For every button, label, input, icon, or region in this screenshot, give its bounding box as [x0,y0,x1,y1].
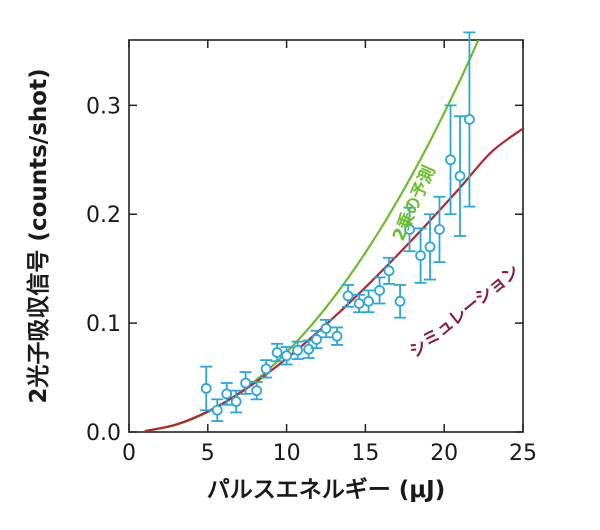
data-point [454,170,466,182]
x-tick-label: 0 [122,441,136,466]
x-tick-label: 10 [273,441,301,466]
data-point [200,383,212,394]
quadratic-curve [144,40,480,432]
curves [144,40,523,432]
data-point [271,347,283,358]
data-point [211,404,223,416]
y-tick-label: 0.0 [86,421,121,446]
y-tick-label: 0.1 [86,312,121,337]
data-point [342,290,354,302]
data-point [331,330,343,342]
x-axis-title: パルスエネルギー (μJ) [207,477,446,503]
data-points [200,31,476,423]
axis-ticks: 0 5 10 15 20 25 0.0 0.1 0.2 0.3 [86,40,537,466]
data-point [281,350,293,362]
data-point [424,241,436,253]
data-point [221,388,233,400]
x-tick-label: 20 [430,441,458,466]
data-point [363,295,374,307]
data-point [311,334,322,345]
data-point [415,250,426,262]
data-point [240,377,252,389]
data-point [303,343,315,355]
y-tick-label: 0.2 [86,203,121,228]
data-point [251,385,263,397]
x-tick-label: 5 [201,441,215,466]
y-tick-label: 0.3 [86,94,121,119]
simulation-label: シミュレーション [406,261,524,362]
x-tick-label: 15 [351,441,379,466]
data-point [383,265,395,277]
data-point [445,154,456,166]
data-point [374,285,385,296]
x-tick-label: 25 [509,441,537,466]
data-point [404,224,415,235]
data-point [394,295,406,307]
plot-frame [128,39,524,433]
data-point [260,363,272,375]
data-point [320,323,332,334]
data-point [464,114,475,125]
data-point [292,344,304,356]
data-point [353,298,365,309]
data-point [434,224,445,235]
data-point [230,396,242,407]
simulation-curve [144,127,523,432]
y-axis-title: 2光子吸収信号 (counts/shot) [25,68,52,403]
